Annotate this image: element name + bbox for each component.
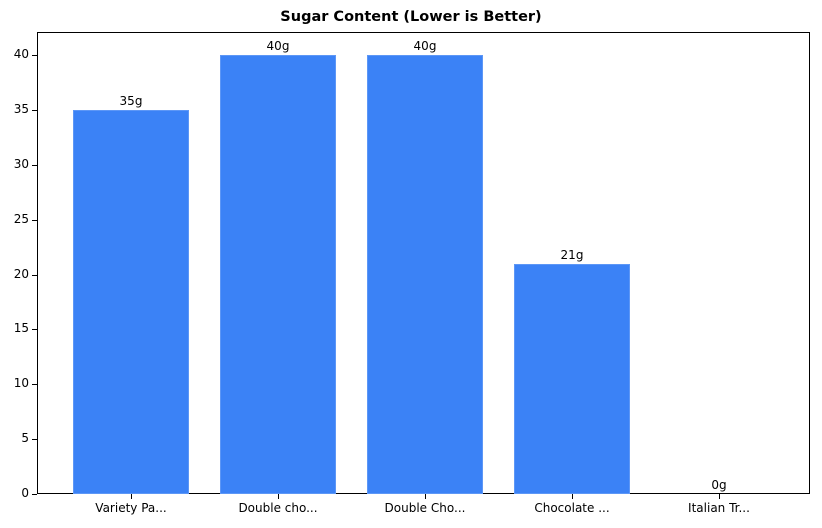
y-tick bbox=[32, 384, 37, 385]
y-tick-label: 15 bbox=[13, 321, 29, 335]
y-tick-label: 10 bbox=[13, 376, 29, 390]
y-tick-label: 5 bbox=[21, 431, 29, 445]
y-tick bbox=[32, 220, 37, 221]
bar-value-label: 0g bbox=[711, 478, 727, 492]
x-tick-label: Variety Pa... bbox=[95, 501, 167, 515]
bar-value-label: 40g bbox=[413, 39, 437, 53]
y-tick-label: 20 bbox=[13, 267, 29, 281]
y-tick-label: 35 bbox=[13, 102, 29, 116]
x-tick bbox=[425, 494, 426, 499]
bar bbox=[73, 109, 189, 494]
y-tick bbox=[32, 439, 37, 440]
x-tick-label: Double Cho... bbox=[384, 501, 466, 515]
chart-title: Sugar Content (Lower is Better) bbox=[280, 9, 542, 25]
x-tick-label: Chocolate ... bbox=[534, 501, 610, 515]
bar bbox=[514, 263, 630, 494]
bar-value-label: 40g bbox=[266, 39, 290, 53]
y-tick-label: 40 bbox=[13, 47, 29, 61]
y-tick bbox=[32, 110, 37, 111]
y-tick-label: 25 bbox=[13, 212, 29, 226]
y-tick bbox=[32, 55, 37, 56]
bar bbox=[220, 55, 336, 494]
x-tick bbox=[278, 494, 279, 499]
x-tick-label: Double cho... bbox=[238, 501, 318, 515]
x-tick bbox=[131, 494, 132, 499]
bar bbox=[367, 55, 483, 494]
y-tick-label: 0 bbox=[21, 486, 29, 500]
y-tick bbox=[32, 329, 37, 330]
bar-value-label: 21g bbox=[560, 247, 584, 262]
bar-value-label: 35g bbox=[119, 93, 143, 108]
y-tick-label: 30 bbox=[13, 157, 29, 171]
x-tick bbox=[719, 494, 720, 499]
y-tick bbox=[32, 275, 37, 276]
x-tick-label: Italian Tr... bbox=[688, 501, 750, 515]
x-tick bbox=[572, 494, 573, 499]
y-tick bbox=[32, 494, 37, 495]
y-tick bbox=[32, 165, 37, 166]
